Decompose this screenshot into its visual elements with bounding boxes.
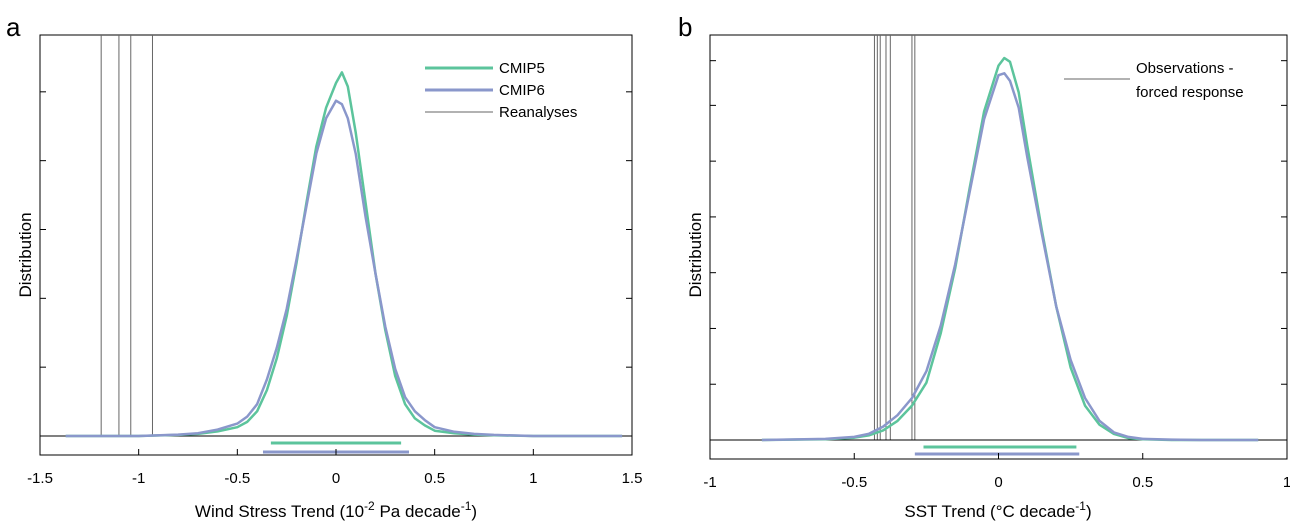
x-tick-label: -1 — [703, 474, 716, 491]
x-tick-label: 1.5 — [622, 470, 643, 487]
x-tick-label: 0 — [994, 474, 1002, 491]
series-cmip5-curve — [65, 71, 623, 438]
panel-b-x-ticks: -1 -0.5 0 0.5 1 — [703, 453, 1290, 491]
panel-b-curves — [761, 56, 1259, 442]
panel-a-x-ticks: -1.5 -1 -0.5 0 0.5 1 1.5 — [27, 449, 642, 487]
panel-a-reanalyses-lines — [100, 35, 153, 436]
panel-b-legend: Observations - forced response — [1064, 60, 1244, 101]
legend-cmip5-label: CMIP5 — [499, 60, 545, 77]
panel-b-observation-lines — [873, 35, 916, 440]
panel-a-x-axis-label: Wind Stress Trend (10-2 Pa decade-1) — [195, 499, 477, 521]
x-tick-label: -1.5 — [27, 470, 53, 487]
x-tick-label: 1 — [1283, 474, 1290, 491]
x-tick-label: -0.5 — [841, 474, 867, 491]
x-tick-label: -0.5 — [224, 470, 250, 487]
x-tick-label: 0.5 — [424, 470, 445, 487]
x-tick-label: 0 — [332, 470, 340, 487]
panel-a-chart: a -1.5 -1 -0.5 0 0.5 1 1.5 Wind Stress Trend (… — [6, 12, 642, 521]
panel-b-chart: b -1 -0.5 0 0.5 1 SST Trend (°C decade-1) Di… — [678, 12, 1290, 521]
panel-a-legend: CMIP5 CMIP6 Reanalyses — [425, 60, 577, 121]
panel-b-x-axis-label: SST Trend (°C decade-1) — [904, 499, 1091, 521]
legend-observations-label-line1: Observations - — [1136, 60, 1234, 77]
series-cmip5-curve — [761, 56, 1259, 442]
panel-a-y-axis-label: Distribution — [16, 212, 35, 297]
legend-cmip6-label: CMIP6 — [499, 82, 545, 99]
panel-b-y-axis-label: Distribution — [686, 212, 705, 297]
legend-reanalyses-label: Reanalyses — [499, 104, 577, 121]
panel-b-label: b — [678, 12, 692, 42]
panel-a-label: a — [6, 12, 21, 42]
x-tick-label: 1 — [529, 470, 537, 487]
series-cmip6-curve — [65, 99, 623, 438]
panel-a-y-ticks — [40, 91, 632, 368]
legend-observations-label-line2: forced response — [1136, 84, 1244, 101]
x-tick-label: -1 — [132, 470, 145, 487]
series-cmip6-curve — [761, 72, 1259, 442]
x-tick-label: 0.5 — [1132, 474, 1153, 491]
panel-b-y-ticks — [710, 60, 1287, 385]
panel-a-curves — [65, 71, 623, 438]
panel-b-range-bars — [914, 445, 1080, 456]
